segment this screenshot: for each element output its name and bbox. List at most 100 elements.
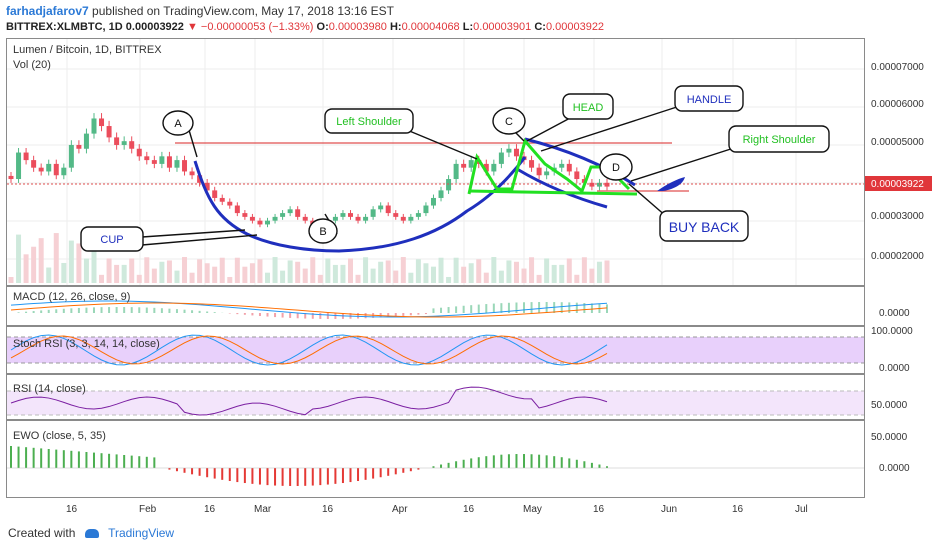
volume-bar — [302, 268, 308, 283]
macd-hist-bar — [432, 308, 435, 313]
macd-hist-bar — [281, 313, 284, 318]
candle-body — [461, 163, 467, 168]
ewo-bar — [130, 455, 133, 468]
time-tick: Mar — [254, 504, 272, 515]
macd-hist-bar — [206, 311, 209, 313]
pointer-cup-1 — [141, 229, 246, 238]
macd-hist-bar — [560, 302, 563, 313]
volume-bar — [83, 258, 89, 283]
macd-panel[interactable]: MACD (12, 26, close, 9) — [6, 286, 865, 326]
ewo-bar — [560, 457, 563, 468]
macd-hist-bar — [606, 304, 608, 313]
ewo-bar — [236, 468, 239, 483]
volume-bar — [453, 257, 459, 283]
macd-hist-bar — [462, 305, 465, 313]
volume-bar — [219, 257, 225, 283]
ewo-bar — [462, 459, 465, 468]
macd-hist-bar — [236, 313, 239, 315]
ewo-bar — [304, 468, 307, 486]
candle-body — [347, 213, 353, 217]
right-shoulder-box — [728, 125, 830, 153]
label-cup: CUP — [100, 234, 123, 246]
ewo-bar — [243, 468, 246, 484]
candle-body — [430, 197, 436, 206]
volume-bar — [363, 257, 369, 283]
stoch-panel[interactable]: Stoch RSI (3, 3, 14, 14, close) — [6, 326, 865, 374]
macd-hist-bar — [409, 313, 412, 316]
ewo-bar — [32, 447, 35, 468]
label-a: A — [174, 118, 182, 130]
time-tick: Jun — [661, 504, 677, 515]
macd-hist-bar — [492, 303, 495, 313]
macd-hist-bar — [417, 313, 420, 315]
candle-body — [204, 182, 210, 191]
volume-bar — [325, 258, 331, 283]
left-shoulder-box — [324, 108, 414, 134]
macd-axis: 0.0000 — [865, 286, 932, 326]
price-axis[interactable]: 0.00007000 0.00006000 0.00005000 0.00003… — [865, 38, 932, 286]
ewo-bar — [357, 468, 360, 482]
main-chart-svg: A B C D CUP Left Shoulder HEAD HANDLE Ri… — [7, 39, 864, 285]
stoch-d-line — [10, 335, 608, 365]
candle-body — [513, 148, 519, 157]
volume-bar — [604, 260, 610, 283]
rsi-tick: 50.0000 — [871, 400, 908, 411]
macd-hist-bar — [470, 305, 473, 313]
stoch-k-line — [10, 334, 608, 366]
ewo-bar — [62, 450, 65, 468]
macd-hist-bar — [213, 312, 216, 313]
footer-brand-link[interactable]: TradingView — [108, 526, 175, 540]
volume-bar — [506, 260, 512, 283]
ewo-bar — [387, 468, 390, 476]
macd-hist-bar — [357, 313, 360, 319]
main-chart-panel[interactable]: A B C D CUP Left Shoulder HEAD HANDLE Ri… — [6, 38, 865, 286]
ewo-bar — [485, 456, 488, 468]
rsi-panel[interactable]: RSI (14, close) — [6, 374, 865, 420]
ewo-panel[interactable]: EWO (close, 5, 35) — [6, 420, 865, 498]
close-value: 0.00003922 — [545, 21, 605, 33]
macd-hist-bar — [447, 307, 450, 313]
footer-created: Created with — [8, 526, 76, 540]
time-axis[interactable]: 16 Feb 16 Mar 16 Apr 16 May 16 Jun 16 Ju… — [6, 498, 865, 518]
candle-body — [566, 163, 572, 172]
ewo-bar — [100, 453, 103, 468]
ewo-bar — [10, 446, 12, 468]
stoch-tick: 100.0000 — [871, 326, 913, 337]
label-buy-back: BUY BACK — [669, 219, 740, 235]
ewo-bar — [47, 449, 50, 468]
candle-body — [53, 163, 59, 176]
ewo-bar — [319, 468, 322, 486]
pointer-head — [526, 116, 573, 142]
macd-hist-bar — [130, 307, 133, 313]
ewo-histogram — [10, 446, 608, 486]
macd-hist-bar — [477, 304, 480, 313]
label-b: B — [319, 226, 326, 238]
ewo-bar — [364, 468, 367, 480]
ewo-bar — [183, 468, 186, 473]
volume-bar — [544, 258, 550, 283]
ewo-bar — [17, 446, 20, 468]
volume-bar — [204, 263, 210, 283]
candle-body — [106, 126, 112, 138]
candle-body — [16, 152, 22, 180]
candle-body — [378, 205, 384, 210]
ohlc-line: BITTREX:XLMBTC, 1D 0.00003922 ▼ −0.00000… — [6, 21, 604, 33]
time-tick: 16 — [322, 504, 334, 515]
rsi-legend: RSI (14, close) — [13, 383, 86, 395]
ewo-bar — [440, 464, 443, 468]
volume-legend: Vol (20) — [13, 59, 51, 71]
last-price-tag-bg — [865, 176, 932, 191]
ewo-bar — [55, 449, 58, 468]
ewo-bar — [470, 458, 473, 468]
candle-body — [491, 163, 497, 172]
candle-body — [596, 182, 602, 187]
volume-bar — [46, 267, 52, 283]
author-link[interactable]: farhadjafarov7 — [6, 4, 89, 18]
ewo-tick: 0.0000 — [879, 463, 910, 474]
macd-legend: MACD (12, 26, close, 9) — [13, 291, 130, 303]
candle-body — [166, 156, 172, 168]
macd-hist-bar — [523, 302, 526, 313]
rsi-svg: RSI (14, close) — [7, 383, 864, 416]
ewo-bar — [455, 461, 458, 468]
candle-body — [8, 175, 14, 180]
